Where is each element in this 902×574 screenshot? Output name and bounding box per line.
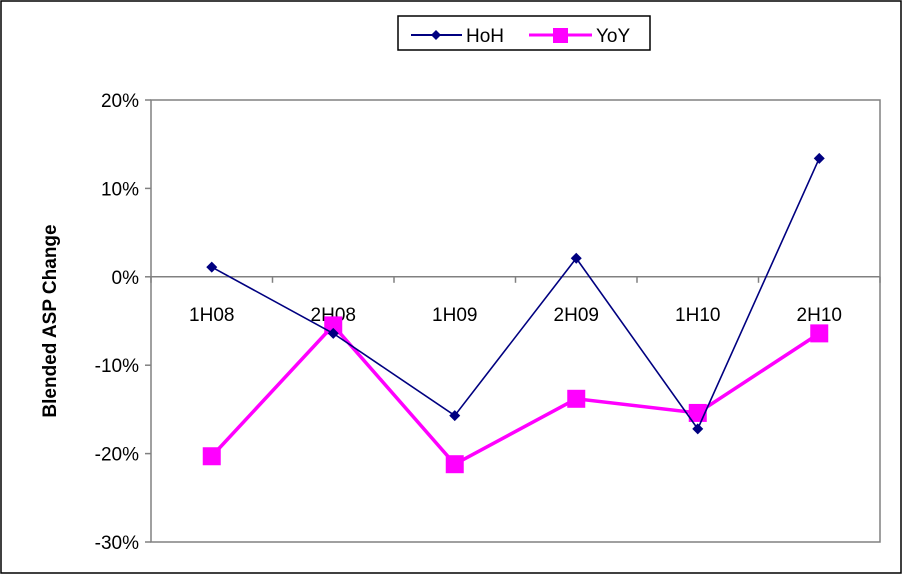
data-point-yoy <box>445 455 464 474</box>
data-point-yoy <box>810 324 829 343</box>
data-point-yoy <box>324 316 343 335</box>
y-axis-title: Blended ASP Change <box>40 224 61 417</box>
legend-label-yoy: YoY <box>596 26 630 47</box>
legend-marker-yoy <box>553 28 568 43</box>
y-tick-label: 0% <box>112 268 140 289</box>
y-tick-label: -20% <box>95 445 139 466</box>
data-point-hoh <box>449 410 461 422</box>
data-point-hoh <box>570 252 582 264</box>
x-tick-label: 2H10 <box>797 305 842 326</box>
legend-box <box>397 15 651 51</box>
x-tick-label: 2H09 <box>554 305 599 326</box>
data-point-hoh <box>206 261 218 273</box>
y-tick-label: -10% <box>95 356 139 377</box>
legend: HoH YoY <box>397 15 651 51</box>
x-tick-label: 1H09 <box>432 305 477 326</box>
data-point-yoy <box>202 447 221 466</box>
y-tick-label: 10% <box>101 179 139 200</box>
y-tick-label: -30% <box>95 533 139 554</box>
plot-area <box>150 99 881 543</box>
y-tick-label: 20% <box>101 91 139 112</box>
data-point-yoy <box>567 389 586 408</box>
series-line-yoy <box>210 322 821 467</box>
data-point-hoh <box>813 152 825 164</box>
data-point-hoh <box>692 423 704 435</box>
x-tick-label: 1H10 <box>675 305 720 326</box>
legend-marker-hoh <box>431 30 441 40</box>
data-point-hoh <box>327 327 339 339</box>
legend-label-hoh: HoH <box>466 26 504 47</box>
x-tick-label: 1H08 <box>189 305 234 326</box>
series-line-hoh <box>211 158 820 431</box>
x-tick-label: 2H08 <box>311 305 356 326</box>
